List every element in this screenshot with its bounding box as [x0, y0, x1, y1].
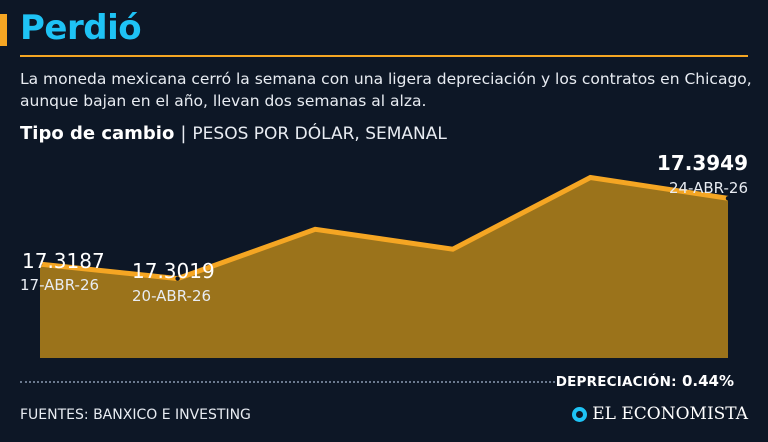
depreciation-value: 0.44%: [681, 372, 734, 390]
brand-logo: EL ECONOMISTA: [572, 404, 748, 424]
headline-rule: [20, 55, 748, 57]
chart-heading-separator: |: [180, 123, 187, 144]
data-point: [725, 196, 731, 201]
depreciation-summary: DEPRECIACIÓN: 0.44%: [556, 372, 734, 390]
data-label-date: 20-ABR-26: [132, 287, 211, 305]
headline: Perdió: [20, 8, 142, 48]
logo-icon: [572, 406, 588, 422]
sources: FUENTES: BANXICO E INVESTING: [20, 407, 251, 423]
data-label-date: 24-ABR-26: [669, 179, 748, 197]
description: La moneda mexicana cerró la semana con u…: [20, 70, 752, 110]
chart-subtitle: PESOS POR DÓLAR, SEMANAL: [192, 124, 447, 144]
chart-heading: Tipo de cambio | PESOS POR DÓLAR, SEMANAL: [20, 123, 447, 144]
logo-text: EL ECONOMISTA: [592, 404, 748, 424]
data-label-date: 17-ABR-26: [20, 276, 99, 294]
data-point: [37, 261, 43, 267]
data-label-value: 17.3187: [22, 249, 105, 273]
data-label-value: 17.3019: [132, 259, 215, 283]
data-label-value: 17.3949: [657, 151, 748, 175]
chart-label: Tipo de cambio: [20, 123, 175, 144]
headline-accent-bar: [0, 14, 7, 46]
series-line: [39, 174, 729, 282]
depreciation-label: DEPRECIACIÓN:: [555, 374, 677, 390]
area-fill: [40, 177, 728, 358]
depreciation-dotted-line: [20, 381, 555, 383]
data-point: [175, 276, 180, 281]
